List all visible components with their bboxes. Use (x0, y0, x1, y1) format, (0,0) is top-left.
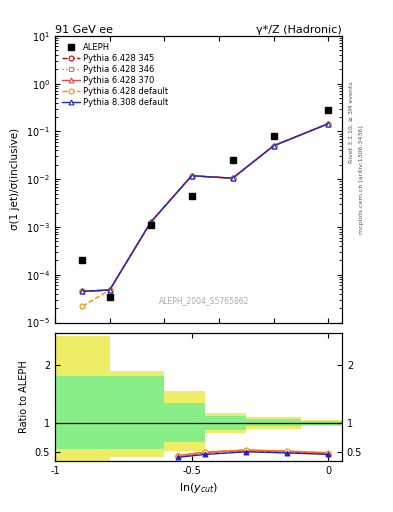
ALEPH (326, 107, 331, 113)
Text: γ*/Z (Hadronic): γ*/Z (Hadronic) (256, 25, 342, 35)
ALEPH (107, 293, 112, 300)
X-axis label: ln($y_{cut}$): ln($y_{cut}$) (179, 481, 218, 495)
Text: ALEPH_2004_S5765862: ALEPH_2004_S5765862 (159, 296, 250, 305)
Text: 91 GeV ee: 91 GeV ee (55, 25, 113, 35)
Legend: ALEPH, Pythia 6.428 345, Pythia 6.428 346, Pythia 6.428 370, Pythia 6.428 defaul: ALEPH, Pythia 6.428 345, Pythia 6.428 34… (59, 40, 171, 110)
Text: Rivet 3.1.10, ≥ 3M events: Rivet 3.1.10, ≥ 3M events (349, 81, 354, 163)
Text: mcplots.cern.ch [arXiv:1306.3436]: mcplots.cern.ch [arXiv:1306.3436] (359, 125, 364, 233)
Y-axis label: σ(1 jet)/σ(inclusive): σ(1 jet)/σ(inclusive) (10, 128, 20, 230)
ALEPH (271, 133, 276, 139)
Line: ALEPH: ALEPH (79, 107, 331, 300)
ALEPH (80, 258, 85, 264)
ALEPH (189, 193, 194, 199)
Y-axis label: Ratio to ALEPH: Ratio to ALEPH (19, 360, 29, 433)
ALEPH (148, 222, 153, 228)
ALEPH (230, 157, 235, 163)
